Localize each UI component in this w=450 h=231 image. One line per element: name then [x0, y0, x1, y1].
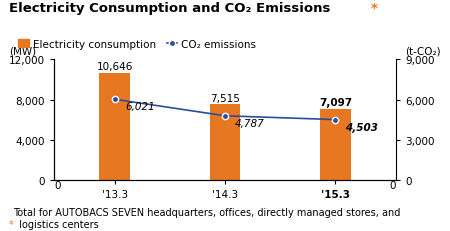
Legend: Electricity consumption, CO₂ emissions: Electricity consumption, CO₂ emissions: [14, 35, 260, 53]
Text: 7,515: 7,515: [210, 94, 240, 103]
Text: *: *: [9, 219, 14, 229]
Text: 7,097: 7,097: [319, 98, 352, 108]
Text: 4,787: 4,787: [235, 118, 265, 128]
Text: 0: 0: [390, 180, 396, 190]
Text: (t-CO₂): (t-CO₂): [405, 47, 441, 57]
Text: 10,646: 10,646: [96, 62, 133, 72]
Text: 6,021: 6,021: [126, 102, 155, 112]
Text: (MW): (MW): [9, 47, 36, 57]
Text: Total for AUTOBACS SEVEN headquarters, offices, directly managed stores, and
  l: Total for AUTOBACS SEVEN headquarters, o…: [13, 207, 400, 229]
Bar: [320, 109, 351, 180]
Text: *: *: [371, 2, 378, 15]
Text: Electricity Consumption and CO₂ Emissions: Electricity Consumption and CO₂ Emission…: [9, 2, 330, 15]
Bar: [210, 105, 240, 180]
Text: 4,503: 4,503: [345, 122, 378, 132]
Text: 0: 0: [54, 180, 60, 190]
Bar: [99, 74, 130, 180]
